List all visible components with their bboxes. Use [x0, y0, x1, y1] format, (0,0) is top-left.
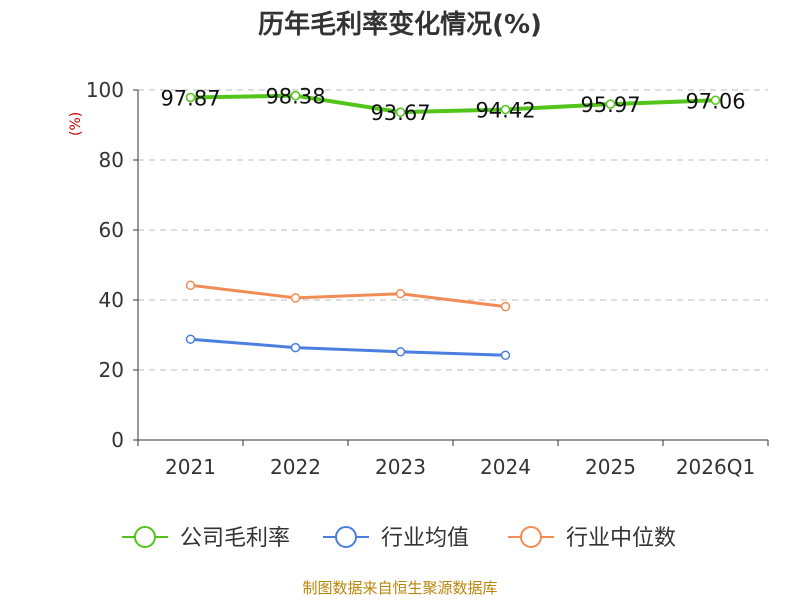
data-point [185, 334, 196, 344]
x-tick-label: 2024 [480, 455, 531, 479]
series-line [190, 337, 506, 357]
data-point [500, 104, 511, 115]
data-point [395, 288, 406, 299]
data-label: 93.67 [370, 101, 430, 125]
x-tick-label: 2022 [270, 455, 321, 479]
x-tick-label: 2021 [165, 455, 216, 479]
data-point [185, 280, 196, 291]
source-footer: 制图数据来自恒生聚源数据库 [302, 579, 498, 597]
data-label: 94.42 [475, 99, 535, 123]
data-point [500, 350, 511, 361]
series-line [190, 93, 716, 115]
data-point [185, 92, 196, 103]
series-line [190, 283, 506, 309]
legend-marker [520, 526, 542, 548]
y-tick-label: 100 [86, 78, 124, 102]
legend-label: 公司毛利率 [180, 526, 290, 551]
y-tick-label: 0 [111, 428, 124, 452]
y-tick-label: 20 [99, 358, 124, 382]
data-point [290, 293, 301, 303]
data-point [605, 99, 616, 109]
data-point [500, 301, 511, 312]
data-point [290, 90, 301, 101]
data-label: 97.87 [160, 86, 220, 110]
legend-label: 行业中位数 [566, 526, 676, 551]
data-label: 95.97 [580, 93, 640, 117]
y-tick-label: 40 [99, 288, 124, 312]
legend-label: 行业均值 [381, 526, 469, 551]
legend-marker [335, 526, 357, 548]
chart-title: 历年毛利率变化情况(%) [258, 10, 542, 40]
data-point [710, 95, 721, 106]
data-point [395, 107, 406, 117]
legend-marker [134, 526, 156, 548]
data-point [395, 347, 406, 357]
y-tick-label: 60 [99, 218, 124, 242]
data-label: 97.06 [685, 89, 745, 113]
x-tick-label: 2025 [585, 455, 636, 479]
x-tick-label: 2026Q1 [676, 455, 755, 479]
x-tick-label: 2023 [375, 455, 426, 479]
y-tick-label: 80 [99, 148, 124, 172]
data-label: 98.38 [265, 85, 325, 109]
data-point [290, 342, 301, 353]
